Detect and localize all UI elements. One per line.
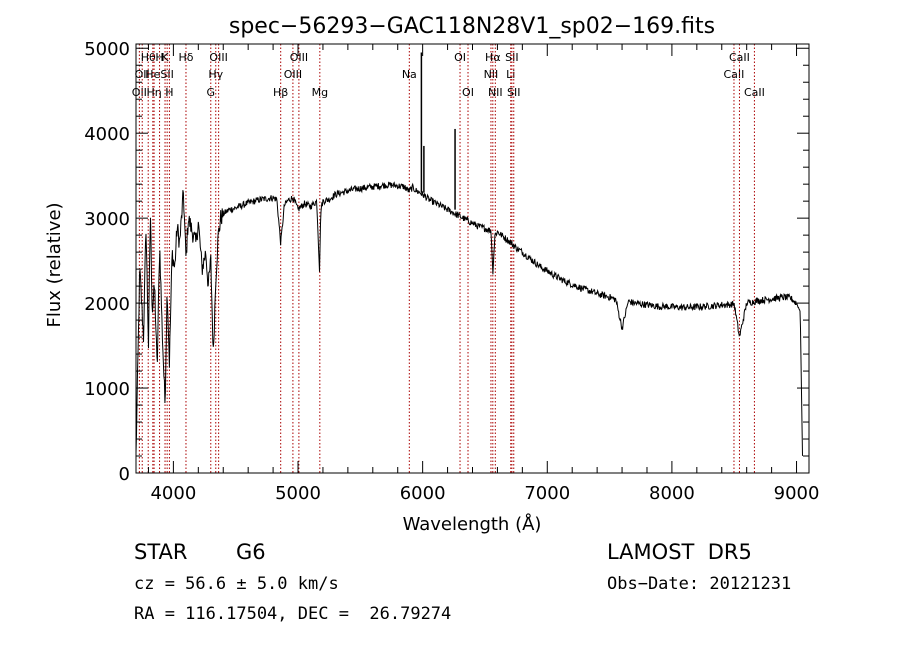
plot-frame [135, 43, 810, 474]
obs-date: Obs−Date: 20121231 [607, 574, 792, 594]
x-tick-label: 4000 [150, 483, 196, 504]
spectrum-line [135, 181, 803, 456]
coordinates: RA = 116.17504, DEC = 26.79274 [134, 604, 452, 624]
spectrum-series [135, 52, 803, 456]
line-marker-label: OI [454, 51, 466, 64]
x-tick-label: 9000 [774, 483, 820, 504]
y-tick-label: 0 [119, 464, 130, 485]
line-marker-label: Hα [485, 51, 501, 64]
line-marker-label: Hη [146, 86, 161, 99]
line-marker-label: OII [132, 86, 147, 99]
line-marker-label: CaII [724, 68, 745, 81]
line-marker-label: SII [507, 86, 520, 99]
line-marker-label: NII [484, 68, 499, 81]
line-marker-label: H [165, 86, 173, 99]
object-class: STAR [134, 540, 188, 564]
line-marker-label: CaII [744, 86, 765, 99]
line-marker-label: Na [402, 68, 417, 81]
line-marker-label: CaII [729, 51, 750, 64]
y-tick-label: 1000 [84, 379, 130, 400]
x-tick-label: 5000 [275, 483, 321, 504]
y-tick-label: 4000 [84, 124, 130, 145]
line-marker-label: H [155, 51, 163, 64]
line-marker-label: OIII [290, 51, 308, 64]
line-marker-label: K [161, 51, 169, 64]
x-axis-label: Wavelength (Å) [403, 513, 542, 535]
line-marker-label: Hδ [178, 51, 193, 64]
x-tick-label: 8000 [649, 483, 695, 504]
line-marker-label: NII [488, 86, 503, 99]
line-marker-label: SII [505, 51, 518, 64]
line-marker-label: OIII [284, 68, 302, 81]
chart-title: spec−56293−GAC118N28V1_sp02−169.fits [229, 14, 715, 39]
y-tick-label: 5000 [84, 39, 130, 60]
line-marker-label: G [207, 86, 216, 99]
line-marker-label: Mg [312, 86, 328, 99]
object-subclass: G6 [236, 540, 266, 564]
line-marker-label: Hβ [273, 86, 288, 99]
line-marker-label: OII [135, 68, 150, 81]
x-tick-label: 6000 [400, 483, 446, 504]
line-marker-label: SII [160, 68, 173, 81]
emission-line-markers: OIIOIIHθHeHηHKSIIHHδGHγOIIIHβOIIIOIIIMgN… [132, 44, 765, 473]
y-tick-label: 3000 [84, 209, 130, 230]
y-tick-label: 2000 [84, 294, 130, 315]
axes: 4000 5000 6000 7000 8000 9000 0 1000 2000 3000 400… [84, 39, 819, 504]
survey-name: LAMOST DR5 [607, 540, 752, 564]
redshift-readout: cz = 56.6 ± 5.0 km/s [134, 574, 339, 594]
line-marker-label: Li [506, 68, 515, 81]
line-marker-label: OIII [209, 51, 227, 64]
line-marker-label: He [145, 68, 160, 81]
line-marker-label: OI [462, 86, 474, 99]
y-axis-label: Flux (relative) [44, 202, 65, 327]
line-marker-label: Hθ [141, 51, 156, 64]
x-tick-label: 7000 [524, 483, 570, 504]
line-marker-label: Hγ [208, 68, 223, 81]
